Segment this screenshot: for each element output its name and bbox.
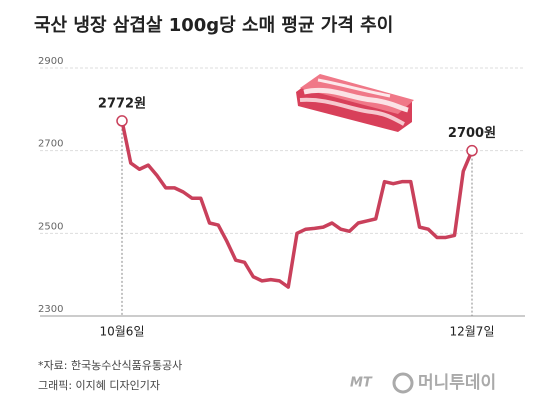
data-label: 2772원 — [98, 96, 146, 111]
logo-mark: MT — [350, 376, 373, 391]
logo-name: 머니투데이 — [418, 373, 496, 393]
logo-icon — [392, 372, 414, 394]
y-tick-label: 2300 — [38, 304, 63, 315]
x-tick-label: 12월7일 — [450, 325, 495, 339]
logo: MT 머니투데이 — [350, 372, 496, 394]
y-tick-label: 2500 — [38, 221, 63, 232]
source: *자료: 한국농수산식품유통공사 — [38, 359, 182, 372]
pork-illustration — [296, 74, 414, 132]
point-marker — [466, 144, 478, 157]
point-marker — [116, 115, 128, 127]
x-tick-label: 10월6일 — [100, 325, 145, 339]
data-label: 2700원 — [448, 126, 496, 141]
y-tick-label: 2700 — [38, 139, 63, 150]
y-tick-label: 2900 — [38, 56, 63, 67]
credit: 그래픽: 이지혜 디자인기자 — [38, 379, 160, 392]
price-line — [120, 120, 474, 289]
chart-title: 국산 냉장 삼겹살 100g당 소매 평균 가격 추이 — [34, 15, 393, 36]
